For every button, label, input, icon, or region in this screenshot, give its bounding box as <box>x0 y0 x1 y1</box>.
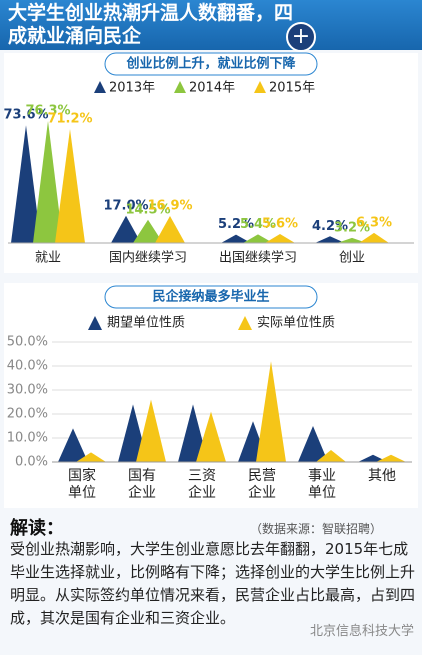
bar <box>221 234 251 243</box>
legend-label: 2015年 <box>269 81 315 96</box>
y-tick-label: 40.0% <box>7 359 48 374</box>
value-label: 73.6% <box>3 108 48 123</box>
bar <box>256 361 286 462</box>
value-label: 5.6% <box>262 217 298 232</box>
legend-label: 2014年 <box>189 81 235 96</box>
bar <box>337 237 367 243</box>
bar <box>196 411 226 462</box>
bar <box>76 452 106 462</box>
x-tick-label: 三资企业 <box>188 468 216 501</box>
bar <box>155 215 185 243</box>
value-label: 16.9% <box>147 198 192 213</box>
bar <box>316 450 346 462</box>
value-label: 5.2% <box>218 217 254 232</box>
chart-title: 创业比例上升，就业比例下降 <box>125 56 296 72</box>
bar <box>136 399 166 462</box>
x-tick-label: 创业 <box>339 251 365 266</box>
bar <box>133 219 163 243</box>
y-tick-label: 30.0% <box>7 383 48 398</box>
note-source: （数据来源：智联招聘） <box>250 522 383 536</box>
bar <box>11 125 41 243</box>
value-label: 14.5% <box>125 202 170 217</box>
bar <box>265 234 295 243</box>
legend-label: 2013年 <box>109 81 155 96</box>
plus-button[interactable]: + <box>286 22 316 52</box>
x-tick-label: 就业 <box>35 251 61 266</box>
bar <box>376 454 406 462</box>
legend-swatch <box>174 81 186 93</box>
y-tick-label: 20.0% <box>7 407 48 422</box>
value-label: 17.0% <box>103 198 148 213</box>
bar <box>243 234 273 243</box>
x-tick-label: 出国继续学习 <box>219 250 297 266</box>
legend-swatch <box>254 81 266 93</box>
chart-panel <box>4 283 418 508</box>
x-tick-label: 其他 <box>368 468 396 484</box>
bar <box>298 426 328 462</box>
bar <box>315 236 345 243</box>
bar <box>111 215 141 243</box>
chart-title: 民企接纳最多毕业生 <box>152 289 269 305</box>
bar <box>55 129 85 243</box>
bar <box>359 232 389 243</box>
note-body: 受创业热潮影响，大学生创业意愿比去年翻翻，2015年七成毕业生选择就业，比例略有… <box>10 540 416 627</box>
value-label: 3.2% <box>334 220 370 235</box>
bar <box>33 120 63 243</box>
chart-title-box <box>104 285 318 309</box>
x-tick-label: 国内继续学习 <box>109 250 187 266</box>
x-tick-label: 事业单位 <box>308 468 336 501</box>
x-tick-label: 国家单位 <box>68 468 96 501</box>
value-label: 6.3% <box>356 215 392 230</box>
legend-swatch <box>94 81 106 93</box>
value-label: 76.3% <box>25 103 70 118</box>
legend-label: 期望单位性质 <box>107 315 185 331</box>
value-label: 4.2% <box>312 219 348 234</box>
legend-swatch <box>238 316 252 330</box>
y-tick-label: 50.0% <box>7 335 48 350</box>
bar <box>58 428 88 462</box>
legend-label: 实际单位性质 <box>257 316 335 331</box>
watermark: 北京信息科技大学 <box>309 624 414 639</box>
y-tick-label: 10.0% <box>7 431 48 446</box>
header-title: 大学生创业热潮升温人数翻番，四成就业涌向民企 <box>8 2 294 47</box>
banner <box>0 0 422 50</box>
value-label: 71.2% <box>47 112 92 127</box>
x-tick-label: 国有企业 <box>128 468 156 501</box>
note-heading: 解读： <box>10 518 64 539</box>
x-tick-label: 民营企业 <box>248 468 276 501</box>
value-label: 5.4% <box>240 217 276 232</box>
y-tick-label: 0.0% <box>15 455 48 470</box>
legend-swatch <box>88 316 102 330</box>
chart-title-box <box>104 52 318 76</box>
